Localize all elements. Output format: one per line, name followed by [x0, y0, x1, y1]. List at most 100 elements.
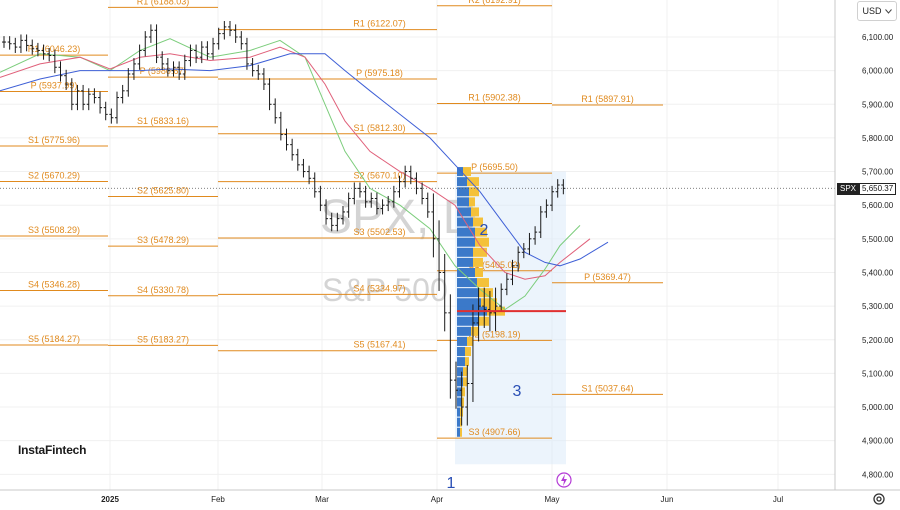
profile-bar [479, 288, 493, 298]
profile-bar [457, 267, 475, 277]
pivot-label: S4 (5334.97) [353, 283, 405, 293]
chart-grid [0, 0, 835, 490]
pivot-label: S4 (5346.28) [28, 280, 80, 290]
pivot-label: R2 (6192.91) [468, 0, 521, 5]
profile-bar [471, 207, 479, 217]
time-axis: 2025 Feb Mar Apr May Jun Jul [0, 489, 900, 504]
price-tick-label: 5,500.00 [862, 235, 894, 244]
price-tick-label: 5,000.00 [862, 403, 894, 412]
profile-bar [463, 167, 471, 177]
profile-bar [467, 336, 473, 346]
watermark-symbol: SPX, D [320, 191, 477, 244]
pivot-label: P (5975.18) [356, 68, 403, 78]
profile-bar [457, 417, 460, 427]
price-axis: 6,100.00 6,000.00 5,900.00 5,800.00 5,700.00… [834, 0, 894, 490]
moving-averages [0, 38, 609, 311]
price-tick-label: 4,800.00 [862, 470, 894, 479]
currency-label: USD [862, 6, 882, 16]
pivot-label: P (5369.47) [584, 272, 631, 282]
profile-bar [457, 227, 475, 237]
profile-bar [469, 187, 479, 197]
price-tick-label: 5,300.00 [862, 302, 894, 311]
profile-bar [457, 347, 465, 357]
pivot-label: S5 (5167.41) [353, 340, 405, 350]
lightning-icon[interactable] [556, 472, 572, 488]
time-tick-label: Jul [773, 495, 783, 504]
wave-label-1: 1 [447, 475, 456, 492]
profile-bar [457, 367, 463, 377]
pivot-label: S1 (5405.02) [468, 260, 520, 270]
wave-label-2: 2 [480, 222, 489, 239]
profile-bar [457, 288, 479, 298]
price-tick-label: 4,900.00 [862, 437, 894, 446]
pivot-label: S2 (5670.29) [28, 171, 80, 181]
profile-bar [481, 298, 497, 308]
profile-bar [457, 197, 469, 207]
pivot-label: S2 (5670.10) [353, 171, 405, 181]
price-tick-label: 5,900.00 [862, 100, 894, 109]
profile-bar [460, 427, 462, 437]
price-tick-label: 5,600.00 [862, 201, 894, 210]
profile-bar [461, 387, 465, 397]
sma-fast-line [0, 38, 581, 311]
profile-bar [457, 247, 473, 257]
pivot-label: P (5980.67) [140, 66, 187, 76]
watermark: SPX, D S&P 500 [320, 191, 477, 308]
pivot-label: S2 (5198.19) [468, 329, 520, 339]
ohlc-bars [2, 21, 566, 426]
profile-bar [457, 316, 479, 326]
lightning-icon-bolt [561, 474, 567, 486]
price-tick-label: 5,800.00 [862, 134, 894, 143]
profile-bar [457, 298, 481, 308]
sma-mid-line [0, 46, 591, 280]
pivot-label: S1 (5037.64) [581, 383, 633, 393]
pivot-label: S3 (4907.66) [468, 427, 520, 437]
profile-bar [475, 267, 483, 277]
profile-bar [473, 257, 483, 267]
profile-bar [457, 326, 471, 336]
profile-bar [473, 247, 487, 257]
profile-bar [475, 237, 489, 247]
time-tick-label: May [544, 495, 559, 504]
pivot-label: S5 (5183.27) [137, 334, 189, 344]
profile-bar [457, 427, 460, 437]
last-price-tag: SPX 5,650.37 [837, 183, 897, 195]
profile-bar [457, 377, 463, 387]
time-tick-label: 2025 [101, 495, 119, 504]
profile-bar [467, 177, 479, 187]
pivot-label: S1 (5775.96) [28, 135, 80, 145]
pivot-label: S1 (5833.16) [137, 116, 189, 126]
sma-slow-line [0, 53, 609, 267]
pivot-label: S1 (5812.30) [353, 123, 405, 133]
pivot-label: P (5695.50) [471, 162, 518, 172]
currency-selector[interactable]: USD [857, 1, 897, 21]
profile-bar [457, 387, 461, 397]
profile-bar [457, 167, 463, 177]
pivot-label: P (5937.99) [31, 81, 78, 91]
profile-bar [471, 326, 479, 336]
pivot-label: S4 (5330.78) [137, 285, 189, 295]
gear-icon [873, 493, 885, 505]
settings-button[interactable] [870, 490, 888, 508]
profile-bar [457, 257, 473, 267]
profile-bar [477, 278, 489, 288]
profile-bar [475, 227, 487, 237]
time-tick-label: Jun [661, 495, 674, 504]
profile-bar [457, 407, 460, 417]
profile-bar [463, 377, 467, 387]
profile-bar [457, 397, 461, 407]
profile-bar [457, 187, 469, 197]
price-tick-label: 5,100.00 [862, 369, 894, 378]
profile-bar [457, 177, 467, 187]
profile-bar [457, 278, 477, 288]
profile-bar [457, 237, 475, 247]
profile-bar [463, 367, 467, 377]
last-price-symbol: SPX [837, 183, 860, 195]
profile-bar [465, 357, 469, 367]
price-tick-label: 5,700.00 [862, 168, 894, 177]
profile-bar [457, 207, 471, 217]
chevron-down-icon [884, 8, 892, 14]
pivot-label: S3 (5478.29) [137, 235, 189, 245]
profile-bar [473, 217, 483, 227]
